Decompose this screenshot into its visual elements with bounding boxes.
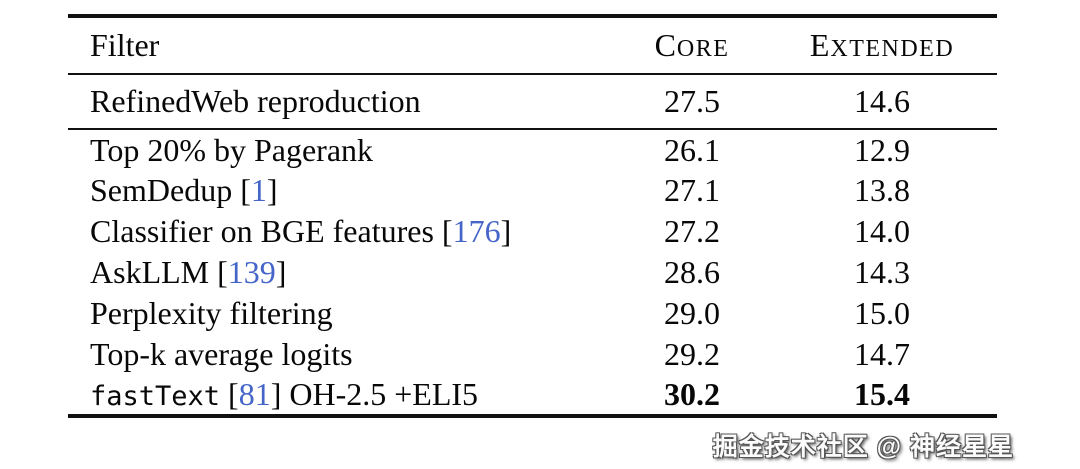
table-row: Top 20% by Pagerank 26.1 12.9 — [68, 129, 997, 170]
label-text: Perplexity filtering — [90, 295, 333, 331]
label-text: RefinedWeb reproduction — [90, 83, 421, 119]
row-label: AskLLM [139] — [68, 252, 617, 293]
col-header-core-initial: C — [654, 27, 677, 63]
citation-link[interactable]: 176 — [452, 213, 501, 249]
col-header-core-rest: ORE — [676, 36, 730, 62]
extended-value: 14.6 — [854, 83, 910, 119]
label-text: Classifier on BGE features [ — [90, 213, 453, 249]
table-row: RefinedWeb reproduction 27.5 14.6 — [68, 74, 997, 129]
col-header-extended-initial: E — [809, 27, 831, 63]
results-table: Filter CORE EXTENDED RefinedWeb reproduc… — [68, 14, 997, 418]
extended-value: 14.7 — [854, 336, 910, 372]
label-text: SemDedup [ — [90, 172, 251, 208]
col-header-filter: Filter — [90, 27, 160, 63]
table-row: Perplexity filtering 29.0 15.0 — [68, 293, 997, 334]
label-text: ] — [500, 213, 512, 249]
extended-value: 13.8 — [854, 172, 910, 208]
row-label: SemDedup [1] — [68, 170, 617, 211]
row-label: Top 20% by Pagerank — [68, 129, 617, 170]
col-header-core: CORE — [617, 16, 767, 74]
core-value: 27.1 — [664, 172, 720, 208]
row-label: Classifier on BGE features [176] — [68, 211, 617, 252]
extended-value: 15.0 — [854, 295, 910, 331]
extended-value: 14.0 — [854, 213, 910, 249]
row-label: Perplexity filtering — [68, 293, 617, 334]
row-label: Top-k average logits — [68, 334, 617, 375]
label-text: ] OH-2.5 +ELI5 — [270, 376, 479, 412]
tbody-filters: Top 20% by Pagerank 26.1 12.9 SemDedup [1] 2… — [68, 129, 997, 416]
row-label: RefinedWeb reproduction — [68, 74, 617, 129]
citation-link[interactable]: 81 — [238, 376, 271, 412]
core-value: 28.6 — [664, 254, 720, 290]
label-text: [ — [220, 376, 239, 412]
label-text: ] — [275, 254, 287, 290]
core-value: 26.1 — [664, 131, 720, 168]
table-row: Top-k average logits 29.2 14.7 — [68, 334, 997, 375]
citation-link[interactable]: 1 — [250, 172, 267, 208]
table-row: AskLLM [139] 28.6 14.3 — [68, 252, 997, 293]
col-header-extended-rest: XTENDED — [830, 36, 955, 62]
label-text: AskLLM [ — [90, 254, 228, 290]
extended-value: 14.3 — [854, 254, 910, 290]
core-value: 29.2 — [664, 336, 720, 372]
table-row: fastText [81] OH-2.5 +ELI5 30.2 15.4 — [68, 375, 997, 416]
label-text: Top-k average logits — [90, 336, 353, 372]
label-text: Top 20% by Pagerank — [90, 131, 374, 168]
header-row: Filter CORE EXTENDED — [68, 16, 997, 74]
core-value: 29.0 — [664, 295, 720, 331]
tbody-baseline: RefinedWeb reproduction 27.5 14.6 — [68, 74, 997, 129]
extended-value: 12.9 — [854, 131, 910, 168]
citation-link[interactable]: 139 — [227, 254, 276, 290]
table-row: Classifier on BGE features [176] 27.2 14.0 — [68, 211, 997, 252]
label-text: fastText — [90, 381, 221, 412]
watermark: 掘金技术社区 @ 神经星星 — [712, 433, 1014, 461]
table-row: SemDedup [1] 27.1 13.8 — [68, 170, 997, 211]
table-header: Filter CORE EXTENDED — [68, 16, 997, 74]
label-text: ] — [266, 172, 278, 208]
core-value: 27.2 — [664, 213, 720, 249]
extended-value: 15.4 — [854, 376, 910, 412]
core-value: 27.5 — [664, 83, 720, 119]
col-header-extended: EXTENDED — [767, 16, 997, 74]
core-value: 30.2 — [664, 376, 720, 412]
row-label: fastText [81] OH-2.5 +ELI5 — [68, 375, 617, 416]
